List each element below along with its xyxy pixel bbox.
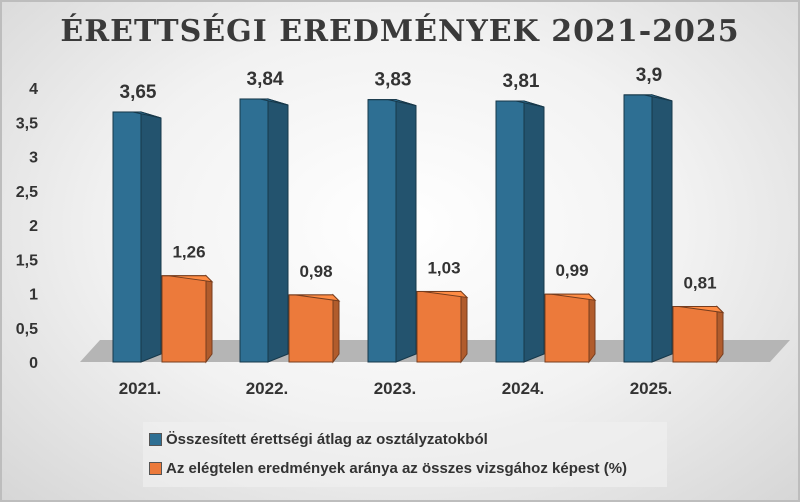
y-tick-label: 1,5 bbox=[16, 252, 38, 269]
bar-failure-rate-top bbox=[289, 294, 341, 302]
bar-failure-rate-front bbox=[416, 290, 462, 363]
bar-average-top bbox=[496, 100, 545, 108]
bar-failure-rate-side bbox=[205, 274, 213, 364]
bar-average-side bbox=[267, 98, 289, 363]
bar-average-front bbox=[239, 98, 269, 363]
data-label-failure-rate: 1,03 bbox=[427, 258, 460, 277]
bar-failure-rate-front bbox=[672, 306, 718, 363]
bar-average-top bbox=[624, 94, 673, 102]
legend-label: Az elégtelen eredmények aránya az összes… bbox=[166, 460, 628, 477]
bar-average-side bbox=[523, 100, 545, 363]
data-label-failure-rate: 1,26 bbox=[172, 243, 205, 262]
bar-failure-rate-side bbox=[460, 290, 468, 364]
y-tick-label: 0,5 bbox=[16, 321, 38, 338]
legend-swatch-orange bbox=[149, 462, 162, 475]
bar-failure-rate-front bbox=[161, 275, 207, 363]
bar-average-side bbox=[140, 111, 162, 363]
data-label-failure-rate: 0,98 bbox=[299, 262, 332, 281]
bar-average-side bbox=[395, 98, 417, 363]
data-label-average: 3,81 bbox=[503, 71, 540, 92]
bar-failure-rate-front bbox=[288, 294, 334, 363]
data-label-average: 3,84 bbox=[247, 69, 284, 90]
chart-title: ÉRETTSÉGI EREDMÉNYEK 2021-2025 bbox=[60, 14, 740, 49]
data-label-failure-rate: 0,81 bbox=[683, 274, 716, 293]
y-tick-label: 3 bbox=[29, 150, 38, 167]
bar-average-side bbox=[651, 94, 673, 363]
legend-item-failure-rate: Az elégtelen eredmények aránya az összes… bbox=[149, 460, 627, 477]
bar-average-front bbox=[367, 99, 397, 363]
bar-failure-rate-side bbox=[588, 292, 596, 364]
bar-failure-rate-side bbox=[716, 305, 724, 364]
bar-average-top bbox=[368, 99, 417, 107]
legend: Összesített érettségi átlag az osztályza… bbox=[143, 422, 667, 487]
y-tick-label: 1 bbox=[29, 287, 38, 304]
bar-failure-rate-top bbox=[417, 290, 469, 299]
y-tick-label: 2 bbox=[29, 218, 38, 235]
legend-swatch-blue bbox=[149, 433, 162, 446]
legend-item-average: Összesített érettségi átlag az osztályza… bbox=[149, 431, 488, 448]
bar-average-front bbox=[495, 100, 525, 363]
data-label-average: 3,83 bbox=[375, 70, 412, 91]
data-label-failure-rate: 0,99 bbox=[555, 261, 588, 280]
legend-label: Összesített érettségi átlag az osztályza… bbox=[166, 431, 488, 448]
x-tick-label: 2023. bbox=[374, 379, 417, 398]
x-tick-label: 2025. bbox=[630, 379, 673, 398]
data-label-average: 3,65 bbox=[120, 82, 157, 103]
bar-failure-rate-front bbox=[544, 293, 590, 363]
x-tick-label: 2024. bbox=[502, 379, 545, 398]
data-label-average: 3,9 bbox=[636, 65, 662, 86]
x-tick-label: 2021. bbox=[119, 379, 162, 398]
bar-chart: 0 0,5 1 1,5 2 2,5 3 3,5 4 3,65 1,26 2021. 3,84 0,98 20… bbox=[16, 65, 790, 398]
y-tick-label: 2,5 bbox=[16, 184, 38, 201]
bar-failure-rate-top bbox=[673, 306, 725, 314]
y-tick-label: 0 bbox=[29, 355, 38, 372]
y-tick-label: 4 bbox=[29, 81, 38, 98]
x-tick-label: 2022. bbox=[246, 379, 289, 398]
bar-failure-rate-side bbox=[332, 293, 340, 364]
bar-failure-rate-top bbox=[162, 275, 214, 283]
bar-failure-rate-top bbox=[545, 293, 597, 301]
bar-average-top bbox=[113, 111, 162, 119]
y-tick-label: 3,5 bbox=[16, 115, 38, 132]
bar-average-front bbox=[112, 111, 142, 363]
bar-average-top bbox=[240, 98, 289, 106]
bar-average-front bbox=[623, 94, 653, 363]
